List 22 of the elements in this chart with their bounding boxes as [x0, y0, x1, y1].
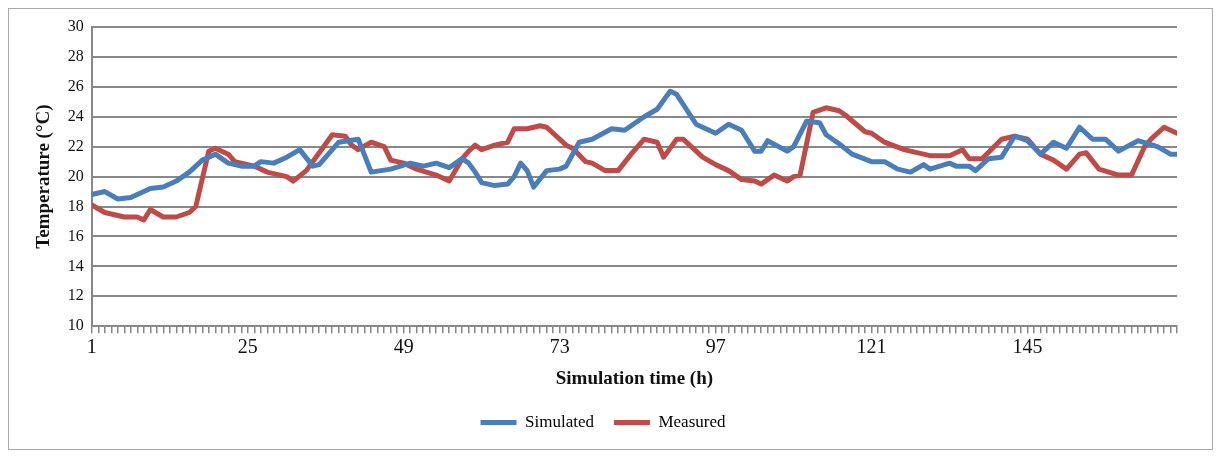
- x-tick-label: 49: [393, 335, 414, 358]
- x-tick-label: 121: [856, 335, 887, 358]
- y-tick-label: 14: [67, 256, 84, 274]
- legend-label: Measured: [658, 411, 726, 431]
- x-tick-label: 145: [1012, 335, 1043, 358]
- y-axis-title: Temperature (°C): [32, 104, 55, 249]
- y-tick-label: 18: [67, 196, 84, 214]
- y-tick-label: 24: [67, 106, 84, 124]
- y-tick-label: 28: [67, 47, 84, 65]
- legend-label: Simulated: [525, 411, 595, 431]
- y-tick-label: 10: [67, 316, 84, 334]
- y-tick-label: 12: [67, 286, 84, 304]
- x-tick-label: 25: [237, 335, 258, 358]
- x-axis-title: Simulation time (h): [555, 366, 714, 389]
- y-tick-label: 16: [67, 226, 84, 244]
- x-tick-label: 73: [549, 335, 570, 358]
- y-tick-label: 20: [67, 166, 84, 184]
- y-tick-label: 30: [67, 17, 84, 35]
- x-tick-label: 1: [86, 335, 97, 358]
- y-tick-label: 22: [67, 136, 84, 154]
- y-tick-label: 26: [67, 77, 84, 95]
- x-tick-label: 97: [705, 335, 726, 358]
